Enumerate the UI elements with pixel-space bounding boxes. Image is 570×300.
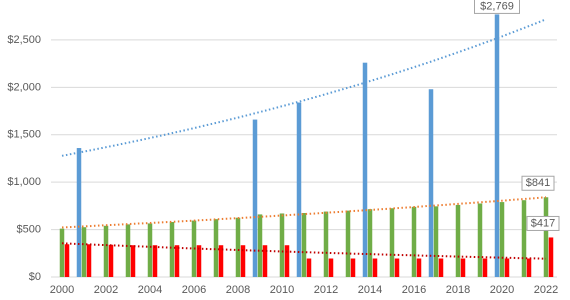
bar bbox=[526, 258, 532, 277]
bar bbox=[323, 211, 329, 277]
y-tick-label: $1,500 bbox=[7, 129, 41, 141]
x-tick-label: 2008 bbox=[226, 284, 250, 296]
bar bbox=[59, 228, 65, 277]
y-tick-label: $2,500 bbox=[7, 34, 41, 46]
bar bbox=[362, 62, 368, 278]
bar bbox=[103, 225, 109, 277]
bar bbox=[372, 258, 378, 277]
bar bbox=[125, 224, 131, 277]
bar bbox=[76, 148, 82, 277]
bar bbox=[433, 206, 439, 277]
bar bbox=[482, 258, 488, 277]
bar bbox=[152, 245, 158, 277]
bar bbox=[240, 245, 246, 277]
bar bbox=[279, 213, 285, 277]
bar bbox=[428, 89, 434, 277]
trendline bbox=[61, 196, 547, 229]
bar bbox=[262, 245, 268, 277]
bar bbox=[543, 197, 549, 277]
bar bbox=[174, 245, 180, 277]
x-tick-label: 2016 bbox=[402, 284, 426, 296]
bar bbox=[460, 258, 466, 277]
x-tick-label: 2000 bbox=[50, 284, 74, 296]
bar bbox=[345, 210, 351, 277]
bar bbox=[86, 244, 92, 277]
bar bbox=[350, 258, 356, 277]
x-tick-label: 2012 bbox=[314, 284, 338, 296]
bar bbox=[301, 212, 307, 277]
bar bbox=[477, 203, 483, 277]
data-label-box bbox=[526, 215, 560, 231]
bar bbox=[235, 217, 241, 277]
data-label: $2,769 bbox=[480, 0, 514, 12]
bar bbox=[257, 214, 263, 277]
bar bbox=[494, 14, 500, 277]
bar bbox=[169, 222, 175, 277]
bar bbox=[81, 227, 87, 277]
x-tick-label: 2004 bbox=[138, 284, 162, 296]
bar bbox=[521, 200, 527, 277]
bar bbox=[306, 258, 312, 277]
x-tick-label: 2014 bbox=[358, 284, 382, 296]
y-tick-label: $0 bbox=[29, 271, 41, 283]
bar bbox=[296, 102, 302, 277]
bar bbox=[499, 202, 505, 277]
data-label: $841 bbox=[526, 177, 550, 189]
data-label: $417 bbox=[531, 217, 555, 229]
bar bbox=[328, 258, 334, 277]
bar bbox=[389, 208, 395, 277]
bar bbox=[548, 237, 554, 277]
x-tick-label: 2002 bbox=[94, 284, 118, 296]
bar bbox=[108, 244, 114, 277]
data-label-box bbox=[521, 175, 555, 191]
x-tick-label: 2010 bbox=[270, 284, 294, 296]
bar bbox=[411, 206, 417, 277]
bar bbox=[367, 209, 373, 277]
bar bbox=[284, 245, 290, 277]
x-tick-label: 2006 bbox=[182, 284, 206, 296]
bar bbox=[455, 204, 461, 277]
bar bbox=[252, 119, 258, 277]
x-tick-label: 2022 bbox=[534, 284, 558, 296]
y-tick-label: $1,000 bbox=[7, 176, 41, 188]
x-tick-label: 2018 bbox=[446, 284, 470, 296]
bar bbox=[416, 258, 422, 277]
bar bbox=[213, 219, 219, 277]
bar bbox=[64, 244, 70, 277]
bar bbox=[218, 245, 224, 277]
data-label-box bbox=[474, 0, 520, 14]
bar bbox=[147, 223, 153, 277]
y-tick-label: $500 bbox=[17, 223, 41, 235]
trendline bbox=[61, 18, 547, 157]
bar bbox=[130, 245, 136, 277]
trendline bbox=[61, 242, 547, 260]
bar bbox=[504, 258, 510, 277]
bar bbox=[196, 245, 202, 277]
bar bbox=[438, 258, 444, 277]
x-tick-label: 2020 bbox=[490, 284, 514, 296]
y-tick-label: $2,000 bbox=[7, 81, 41, 93]
bar bbox=[394, 258, 400, 277]
